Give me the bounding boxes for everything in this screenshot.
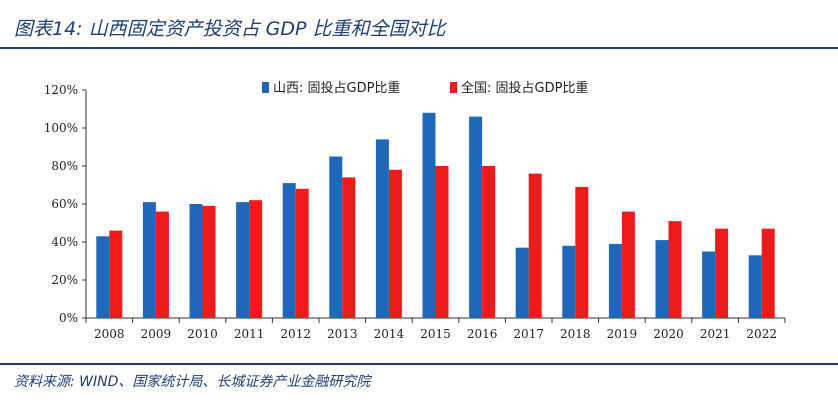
x-tick-label: 2016 [467, 327, 498, 341]
bar-national [388, 169, 402, 318]
x-tick-label: 2009 [141, 327, 172, 341]
bar-national [435, 166, 449, 318]
y-tick-label: 80% [51, 159, 78, 173]
x-tick-label: 2018 [560, 327, 591, 341]
x-tick-label: 2019 [607, 327, 638, 341]
bar-national [715, 228, 729, 318]
bar-shanxi [469, 116, 483, 318]
y-tick-label: 40% [51, 235, 78, 249]
bar-national [528, 173, 542, 318]
legend: 山西: 固投占GDP比重 全国: 固投占GDP比重 [262, 80, 588, 96]
x-tick-label: 2011 [234, 327, 265, 341]
bar-shanxi [282, 183, 296, 318]
bar-national [575, 186, 589, 318]
bar-shanxi [96, 236, 110, 318]
x-tick-label: 2013 [327, 327, 358, 341]
x-tick-label: 2014 [374, 327, 405, 341]
bar-national [482, 166, 496, 318]
bar-chart: 0%20%40%60%80%100%120% 2008 2009 2010 2011 2… [44, 80, 786, 341]
bar-shanxi [142, 202, 156, 318]
x-tick-label: 2015 [420, 327, 451, 341]
bar-national [761, 228, 775, 318]
bar-national [249, 200, 263, 318]
x-tick-label: 2021 [700, 327, 731, 341]
x-tick-label: 2012 [280, 327, 311, 341]
bar-national [155, 211, 169, 318]
bar-shanxi [562, 245, 576, 318]
bar-shanxi [748, 255, 762, 318]
x-tick-label: 2010 [187, 327, 218, 341]
x-tick-label: 2017 [513, 327, 544, 341]
legend-swatch [450, 82, 457, 93]
bar-shanxi [655, 240, 669, 318]
bar-national [202, 205, 216, 318]
source-note: 资料来源: WIND、国家统计局、长城证券产业金融研究院 [14, 374, 371, 390]
bar-shanxi [422, 112, 436, 318]
bar-national [109, 230, 123, 318]
bar-national [668, 221, 682, 318]
bar-national [342, 177, 356, 318]
bar-shanxi [236, 202, 250, 318]
y-tick-label: 0% [59, 311, 78, 325]
bar-national [295, 188, 309, 318]
legend-swatch [262, 82, 269, 93]
source-divider [0, 363, 838, 365]
y-tick-label: 100% [44, 121, 78, 135]
bar-shanxi [702, 251, 716, 318]
bar-shanxi [608, 243, 622, 318]
bars [96, 112, 775, 318]
y-tick-label: 60% [51, 197, 78, 211]
bar-shanxi [515, 247, 529, 318]
x-tick-label: 2020 [653, 327, 684, 341]
x-tick-label: 2022 [746, 327, 777, 341]
y-tick-label: 20% [51, 273, 78, 287]
legend-label: 山西: 固投占GDP比重 [273, 80, 400, 96]
y-tick-label: 120% [44, 83, 78, 97]
bar-shanxi [189, 204, 203, 318]
title-divider [0, 47, 838, 49]
bar-shanxi [375, 139, 389, 318]
x-tick-label: 2008 [94, 327, 125, 341]
legend-label: 全国: 固投占GDP比重 [461, 80, 588, 96]
y-axis-tick-labels: 0% 20% 40% 60% 80% 100% 120% [44, 83, 78, 325]
bar-shanxi [329, 156, 343, 318]
chart-title: 图表14: 山西固定资产投资占 GDP 比重和全国对比 [14, 18, 446, 40]
bar-national [621, 211, 635, 318]
x-axis-tick-labels: 2008 2009 2010 2011 2012 2013 2014 2015 2016 2017… [94, 327, 777, 341]
